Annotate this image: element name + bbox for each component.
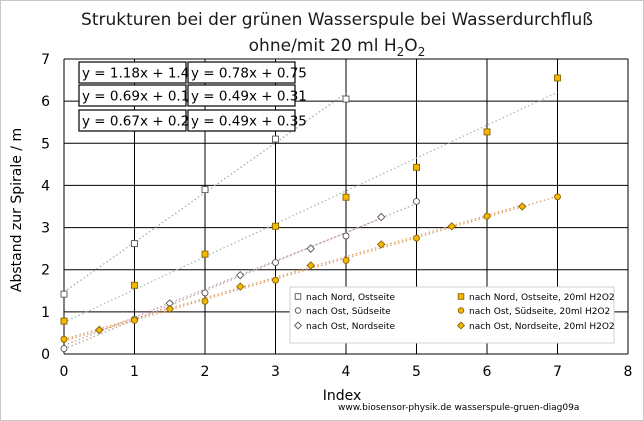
equation-box <box>187 84 296 107</box>
title-line2-prefix: ohne/mit 20 ml H <box>249 36 397 56</box>
data-point <box>60 335 68 343</box>
trend-line <box>63 91 558 323</box>
data-point <box>413 163 420 171</box>
data-point <box>377 240 386 249</box>
x-tick-label: 8 <box>624 364 633 380</box>
x-tick-label: 3 <box>271 364 280 380</box>
chart-title-line1: Strukturen bei der grünen Wasserspule be… <box>81 10 593 30</box>
x-tick-label: 5 <box>412 364 421 380</box>
x-axis-label: Index <box>323 388 362 404</box>
legend: nach Nord, Ostseite nach Nord, Ostseite, … <box>289 286 615 344</box>
data-point <box>342 193 350 201</box>
y-tick-label: 6 <box>41 94 50 110</box>
data-point <box>554 193 561 201</box>
data-point <box>60 317 68 325</box>
title-subscript-2: 2 <box>418 45 426 59</box>
data-point <box>483 212 491 220</box>
legend-entry: nach Ost, Südseite, 20ml H2O2 <box>469 307 610 317</box>
equation-box <box>78 109 187 132</box>
equation-label: y = 1.18x + 1.47 <box>82 66 198 82</box>
data-point <box>413 234 420 242</box>
tick-labels: 0 1 2 3 4 5 6 7 8 0 1 2 3 4 5 6 7 <box>41 52 632 380</box>
legend-marker <box>293 321 303 330</box>
legend-entry: nach Ost, Nordseite <box>306 322 396 332</box>
y-tick-label: 0 <box>41 347 50 363</box>
data-point <box>95 325 104 335</box>
data-point <box>236 270 245 280</box>
data-point <box>131 281 138 289</box>
data-point <box>236 282 245 291</box>
equation-boxes: y = 1.18x + 1.47y = 0.78x + 0.75 y = 0.69… <box>78 61 307 132</box>
equation-label: y = 0.49x + 0.35 <box>191 114 307 130</box>
data-point <box>165 304 174 314</box>
equation-label: y = 0.78x + 0.75 <box>191 66 307 82</box>
x-tick-label: 0 <box>60 364 69 380</box>
equation-box <box>78 61 187 84</box>
data-point <box>131 240 138 248</box>
data-point <box>342 256 350 264</box>
data-point <box>342 95 350 103</box>
data-point <box>447 222 456 231</box>
legend-marker <box>457 307 465 314</box>
data-point <box>306 261 315 270</box>
data-points <box>60 74 561 352</box>
data-point <box>60 345 68 352</box>
x-tick-label: 1 <box>130 364 139 380</box>
x-tick-label: 7 <box>553 364 562 380</box>
y-tick-label: 4 <box>41 178 50 194</box>
y-tick-label: 3 <box>41 221 50 237</box>
title-line2-mid: O <box>404 36 417 56</box>
data-point <box>483 128 491 136</box>
data-point <box>201 250 209 258</box>
data-point <box>518 202 527 211</box>
data-point <box>60 290 68 298</box>
equation-box <box>187 61 296 84</box>
data-point <box>272 222 279 230</box>
legend-marker <box>457 293 465 300</box>
y-tick-label: 1 <box>41 305 50 321</box>
data-point <box>413 197 420 205</box>
data-point <box>377 212 386 222</box>
equation-label: y = 0.69x + 0.12 <box>82 89 198 105</box>
data-point <box>201 186 209 194</box>
data-point <box>306 244 315 253</box>
data-point <box>201 297 209 305</box>
y-axis-label: Abstand zur Spirale / m <box>9 128 25 292</box>
title-subscript-1: 2 <box>397 45 405 59</box>
data-point <box>272 259 279 266</box>
data-point <box>201 289 209 297</box>
equation-label: y = 0.49x + 0.31 <box>191 89 307 105</box>
equation-box <box>78 84 187 107</box>
legend-entry: nach Nord, Ostseite, 20ml H2O2 <box>469 293 615 303</box>
equation-label: y = 0.67x + 0.20 <box>82 114 198 130</box>
y-tick-label: 7 <box>41 52 50 68</box>
data-point <box>131 316 138 324</box>
y-tick-label: 2 <box>41 263 50 279</box>
data-point <box>554 74 561 82</box>
legend-marker <box>456 321 466 330</box>
x-tick-label: 6 <box>483 364 492 380</box>
legend-entry: nach Ost, Nordseite, 20ml H2O2 <box>469 322 615 332</box>
data-point <box>272 135 279 143</box>
trend-line <box>63 217 382 347</box>
legend-entry: nach Nord, Ostseite <box>306 293 396 303</box>
data-point <box>272 276 279 284</box>
legend-marker <box>294 307 302 314</box>
x-tick-label: 2 <box>201 364 210 380</box>
legend-box <box>289 286 615 344</box>
x-tick-label: 4 <box>342 364 351 380</box>
legend-marker <box>294 293 302 300</box>
credit-text: www.biosensor-physik.de wasserspule-grue… <box>338 403 579 413</box>
chart-title-line2: ohne/mit 20 ml H2O2 <box>249 36 426 59</box>
y-tick-label: 5 <box>41 136 50 152</box>
data-point <box>342 232 350 240</box>
legend-entry: nach Ost, Südseite <box>306 307 391 317</box>
equation-box <box>187 109 296 132</box>
